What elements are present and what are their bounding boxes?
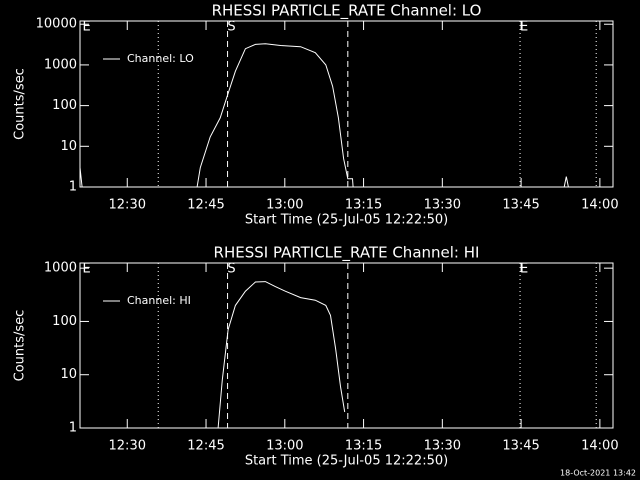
legend-label: Channel: HI: [127, 294, 191, 307]
marker-flag: E: [520, 20, 528, 35]
x-tick-label: 13:15: [345, 439, 382, 454]
marker-flag: E: [520, 262, 528, 277]
footer: 18-Oct-2021 13:42: [560, 469, 636, 478]
plot-frame: [79, 20, 614, 188]
y-axis-label: Counts/sec: [13, 68, 28, 140]
x-tick-label: 13:45: [502, 198, 539, 213]
x-tick-label: 13:00: [266, 439, 303, 454]
data-line: [217, 281, 346, 429]
marker-flag: S: [227, 20, 235, 35]
y-tick-label: 10: [60, 367, 77, 382]
y-tick-label: 10000: [36, 17, 77, 32]
y-tick-label: 1000: [44, 261, 77, 276]
x-axis-label: Start Time (25-Jul-05 12:22:50): [245, 213, 448, 228]
x-tick-label: 12:45: [187, 439, 224, 454]
x-tick-label: 12:30: [109, 198, 146, 213]
y-axis-label: Counts/sec: [13, 310, 28, 382]
marker-flag: S: [227, 262, 235, 277]
x-tick-label: 14:00: [581, 198, 618, 213]
x-axis-label: Start Time (25-Jul-05 12:22:50): [245, 454, 448, 469]
y-tick-label: 100: [52, 98, 77, 113]
x-tick-label: 13:45: [502, 439, 539, 454]
y-tick-label: 10: [60, 139, 77, 154]
marker-flag: E: [83, 20, 91, 35]
chart-title: RHESSI PARTICLE_RATE Channel: LO: [212, 2, 482, 21]
x-tick-label: 12:45: [187, 198, 224, 213]
data-line: [79, 43, 613, 188]
y-tick-label: 1000: [44, 57, 77, 72]
chart-title: RHESSI PARTICLE_RATE Channel: HI: [214, 244, 480, 263]
x-tick-label: 13:15: [345, 198, 382, 213]
marker-flag: E: [83, 262, 91, 277]
x-tick-label: 13:30: [424, 198, 461, 213]
y-tick-label: 1: [69, 180, 77, 195]
x-tick-label: 13:00: [266, 198, 303, 213]
plot-frame: [79, 262, 614, 429]
x-tick-label: 13:30: [424, 439, 461, 454]
y-tick-label: 1: [69, 421, 77, 436]
x-tick-label: 14:00: [581, 439, 618, 454]
legend-label: Channel: LO: [127, 52, 194, 65]
x-tick-label: 12:30: [109, 439, 146, 454]
y-tick-label: 100: [52, 314, 77, 329]
